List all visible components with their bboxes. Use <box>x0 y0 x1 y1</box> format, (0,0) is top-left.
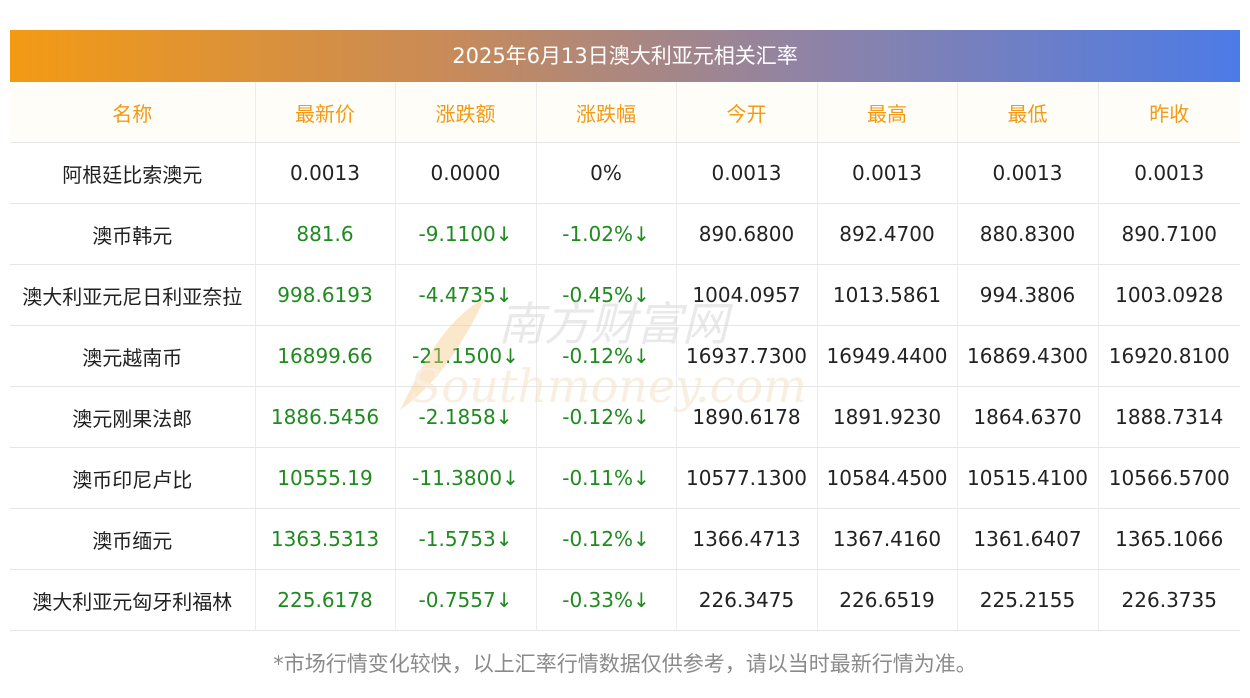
latest-price: 16899.66 <box>255 325 396 387</box>
table-row: 澳元刚果法郎 1886.5456 -2.1858↓ -0.12%↓ 1890.6… <box>10 386 1240 448</box>
open-price: 0.0013 <box>676 142 818 204</box>
high-price: 1013.5861 <box>817 264 958 326</box>
column-header-change: 涨跌额 <box>395 82 537 143</box>
low-price: 225.2155 <box>957 569 1099 631</box>
change-amount: -9.1100↓ <box>395 203 537 265</box>
change-percent: -1.02%↓ <box>536 203 677 265</box>
latest-price: 1363.5313 <box>255 508 396 570</box>
high-price: 1367.4160 <box>817 508 958 570</box>
table-title: 2025年6月13日澳大利亚元相关汇率 <box>10 30 1240 82</box>
change-percent: -0.12%↓ <box>536 386 677 448</box>
high-price: 892.4700 <box>817 203 958 265</box>
currency-pair-name: 澳大利亚元匈牙利福林 <box>10 569 256 631</box>
open-price: 226.3475 <box>676 569 818 631</box>
latest-price: 10555.19 <box>255 447 396 509</box>
high-price: 10584.4500 <box>817 447 958 509</box>
change-percent: -0.11%↓ <box>536 447 677 509</box>
latest-price: 225.6178 <box>255 569 396 631</box>
prev-close-price: 226.3735 <box>1098 569 1240 631</box>
currency-pair-name: 澳元越南币 <box>10 325 256 387</box>
table-row: 澳元越南币 16899.66 -21.1500↓ -0.12%↓ 16937.7… <box>10 325 1240 387</box>
high-price: 226.6519 <box>817 569 958 631</box>
low-price: 1361.6407 <box>957 508 1099 570</box>
change-amount: -4.4735↓ <box>395 264 537 326</box>
prev-close-price: 16920.8100 <box>1098 325 1240 387</box>
open-price: 1004.0957 <box>676 264 818 326</box>
column-header-low: 最低 <box>957 82 1099 143</box>
change-amount: -1.5753↓ <box>395 508 537 570</box>
latest-price: 881.6 <box>255 203 396 265</box>
low-price: 1864.6370 <box>957 386 1099 448</box>
currency-pair-name: 澳币韩元 <box>10 203 256 265</box>
table-header-row: 名称 最新价 涨跌额 涨跌幅 今开 最高 最低 昨收 <box>10 82 1240 143</box>
disclaimer-note: *市场行情变化较快，以上汇率行情数据仅供参考，请以当时最新行情为准。 <box>273 652 977 676</box>
low-price: 880.8300 <box>957 203 1099 265</box>
currency-pair-name: 阿根廷比索澳元 <box>10 142 256 204</box>
table-row: 澳大利亚元尼日利亚奈拉 998.6193 -4.4735↓ -0.45%↓ 10… <box>10 264 1240 326</box>
latest-price: 0.0013 <box>255 142 396 204</box>
high-price: 1891.9230 <box>817 386 958 448</box>
table-row: 澳币缅元 1363.5313 -1.5753↓ -0.12%↓ 1366.471… <box>10 508 1240 570</box>
column-header-latest: 最新价 <box>255 82 396 143</box>
change-amount: -11.3800↓ <box>395 447 537 509</box>
low-price: 10515.4100 <box>957 447 1099 509</box>
change-percent: 0% <box>536 142 677 204</box>
high-price: 0.0013 <box>817 142 958 204</box>
column-header-high: 最高 <box>817 82 958 143</box>
change-amount: -0.7557↓ <box>395 569 537 631</box>
latest-price: 1886.5456 <box>255 386 396 448</box>
prev-close-price: 1003.0928 <box>1098 264 1240 326</box>
open-price: 16937.7300 <box>676 325 818 387</box>
column-header-name: 名称 <box>10 82 256 143</box>
change-amount: 0.0000 <box>395 142 537 204</box>
latest-price: 998.6193 <box>255 264 396 326</box>
low-price: 0.0013 <box>957 142 1099 204</box>
change-percent: -0.33%↓ <box>536 569 677 631</box>
low-price: 994.3806 <box>957 264 1099 326</box>
prev-close-price: 1888.7314 <box>1098 386 1240 448</box>
open-price: 890.6800 <box>676 203 818 265</box>
prev-close-price: 0.0013 <box>1098 142 1240 204</box>
currency-pair-name: 澳币缅元 <box>10 508 256 570</box>
currency-pair-name: 澳币印尼卢比 <box>10 447 256 509</box>
column-header-change-pct: 涨跌幅 <box>536 82 677 143</box>
high-price: 16949.4400 <box>817 325 958 387</box>
change-percent: -0.12%↓ <box>536 508 677 570</box>
table-row: 澳大利亚元匈牙利福林 225.6178 -0.7557↓ -0.33%↓ 226… <box>10 569 1240 631</box>
exchange-rate-table: 名称 最新价 涨跌额 涨跌幅 今开 最高 最低 昨收 阿根廷比索澳元 0.001… <box>10 82 1240 631</box>
table-row: 澳币印尼卢比 10555.19 -11.3800↓ -0.11%↓ 10577.… <box>10 447 1240 509</box>
open-price: 1890.6178 <box>676 386 818 448</box>
prev-close-price: 10566.5700 <box>1098 447 1240 509</box>
prev-close-price: 1365.1066 <box>1098 508 1240 570</box>
change-amount: -2.1858↓ <box>395 386 537 448</box>
change-percent: -0.45%↓ <box>536 264 677 326</box>
column-header-open: 今开 <box>676 82 818 143</box>
low-price: 16869.4300 <box>957 325 1099 387</box>
currency-pair-name: 澳元刚果法郎 <box>10 386 256 448</box>
change-amount: -21.1500↓ <box>395 325 537 387</box>
open-price: 10577.1300 <box>676 447 818 509</box>
table-row: 澳币韩元 881.6 -9.1100↓ -1.02%↓ 890.6800 892… <box>10 203 1240 265</box>
open-price: 1366.4713 <box>676 508 818 570</box>
table-row: 阿根廷比索澳元 0.0013 0.0000 0% 0.0013 0.0013 0… <box>10 142 1240 204</box>
prev-close-price: 890.7100 <box>1098 203 1240 265</box>
currency-pair-name: 澳大利亚元尼日利亚奈拉 <box>10 264 256 326</box>
column-header-prev-close: 昨收 <box>1098 82 1240 143</box>
change-percent: -0.12%↓ <box>536 325 677 387</box>
